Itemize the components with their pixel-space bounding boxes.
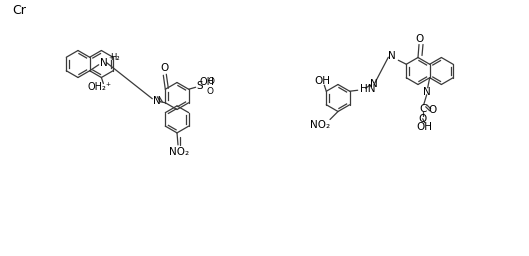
- Text: H₂: H₂: [110, 53, 120, 62]
- Text: O: O: [160, 63, 168, 73]
- Text: OH: OH: [199, 77, 214, 87]
- Text: O: O: [206, 87, 213, 96]
- Text: ⁺: ⁺: [108, 55, 113, 64]
- Text: C: C: [419, 104, 426, 114]
- Text: O: O: [418, 114, 427, 124]
- Text: NO₂: NO₂: [310, 121, 330, 131]
- Text: N: N: [423, 87, 431, 97]
- Text: N: N: [100, 58, 107, 68]
- Text: OH: OH: [417, 122, 433, 132]
- Text: O: O: [207, 77, 214, 86]
- Text: OH: OH: [314, 76, 330, 86]
- Text: Cr: Cr: [12, 5, 26, 17]
- Text: S: S: [196, 81, 203, 91]
- Text: O: O: [416, 34, 424, 44]
- Text: HN: HN: [360, 84, 375, 94]
- Text: N: N: [370, 79, 378, 89]
- Text: N: N: [153, 96, 161, 106]
- Text: NO₂: NO₂: [169, 147, 189, 157]
- Text: OH₂⁺: OH₂⁺: [87, 82, 112, 92]
- Text: O: O: [428, 105, 437, 115]
- Text: N: N: [388, 51, 396, 61]
